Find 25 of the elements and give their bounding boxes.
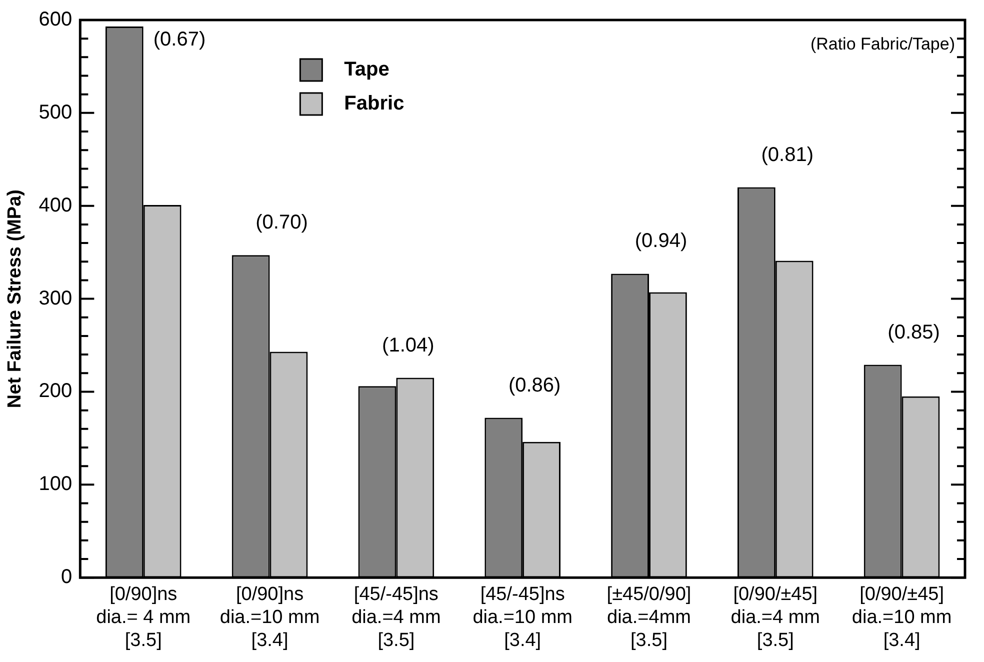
y-tick-label: 0 (61, 566, 72, 588)
y-tick-label: 600 (38, 8, 72, 31)
x-tick-label: [45/-45]ns dia.=10 mm [3.4] (472, 584, 572, 651)
annotation: (0.67) (153, 28, 206, 51)
y-tick-label: 300 (38, 287, 72, 310)
annotation: (0.85) (888, 321, 940, 344)
annotation: (Ratio Fabric/Tape) (810, 34, 955, 54)
x-tick-label: [0/90/±45] dia.=10 mm [3.4] (852, 584, 952, 651)
y-tick-label: 200 (38, 380, 72, 402)
legend-label: Fabric (344, 92, 404, 115)
y-tick-label: 100 (38, 473, 72, 496)
annotation: (1.04) (382, 334, 434, 356)
y-axis-title: Net Failure Stress (MPa) (4, 190, 26, 408)
x-tick-label: [0/90]ns dia.= 4 mm [3.5] (96, 584, 191, 651)
y-tick-label: 400 (38, 194, 72, 216)
x-tick-label: [45/-45]ns dia.=4 mm [3.5] (352, 584, 441, 651)
annotation: (0.81) (761, 144, 814, 166)
annotation: (0.86) (508, 374, 561, 396)
y-tick-label: 500 (38, 101, 72, 124)
x-tick-label: [0/90]ns dia.=10 mm [3.4] (220, 584, 320, 651)
annotation: (0.94) (634, 230, 688, 252)
legend-label: Tape (344, 58, 390, 81)
x-tick-label: [±45/0/90] dia.=4mm [3.5] (606, 584, 692, 651)
x-tick-label: [0/90/±45] dia.=4 mm [3.5] (730, 584, 820, 651)
annotation: (0.70) (256, 212, 308, 234)
